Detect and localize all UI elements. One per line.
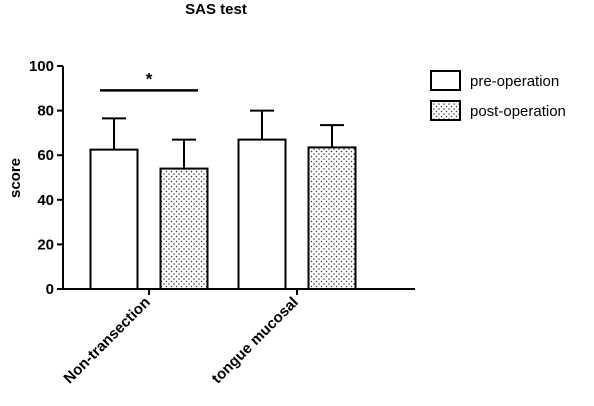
x-category-label: tongue mucosal bbox=[208, 294, 301, 387]
legend-label: pre-operation bbox=[470, 73, 559, 90]
legend-label: post-operation bbox=[470, 103, 566, 120]
x-category-label: Non-transection bbox=[60, 294, 153, 387]
significance-annotations: * bbox=[100, 69, 198, 92]
y-tick-label: 0 bbox=[46, 281, 54, 298]
y-tick-label: 100 bbox=[29, 58, 54, 75]
bars-group bbox=[89, 109, 357, 290]
chart-title: SAS test bbox=[185, 1, 247, 18]
axes: 0 20 40 60 80 100 bbox=[29, 58, 415, 298]
legend-swatch-post-operation bbox=[430, 100, 461, 121]
bar-post-operation bbox=[307, 146, 357, 290]
legend-swatch-pre-operation bbox=[430, 70, 461, 91]
y-tick-label: 60 bbox=[37, 147, 54, 164]
y-tick-label: 80 bbox=[37, 103, 54, 120]
legend: pre-operation post-operation bbox=[430, 70, 566, 121]
y-tick-label: 20 bbox=[37, 236, 54, 253]
x-category-labels: Non-transection tongue mucosal bbox=[60, 289, 302, 387]
bar-post-operation bbox=[159, 167, 209, 290]
bar-pre-operation bbox=[237, 138, 287, 290]
y-axis-label: score bbox=[7, 158, 24, 198]
bar-pre-operation bbox=[89, 148, 139, 290]
significance-star: * bbox=[146, 69, 153, 88]
y-tick-label: 40 bbox=[37, 192, 54, 209]
